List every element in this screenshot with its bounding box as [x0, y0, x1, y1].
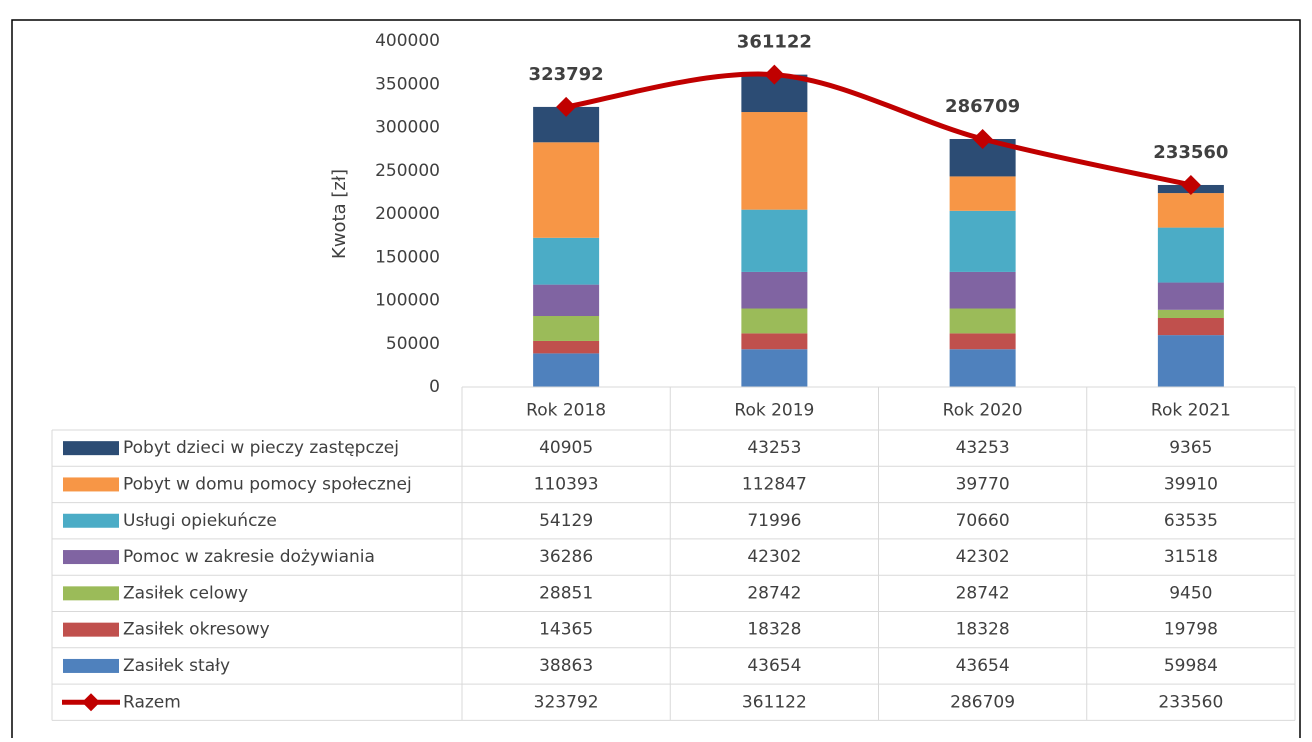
x-tick-label: Rok 2021 — [1151, 401, 1231, 421]
bar-segment — [949, 333, 1016, 350]
bar-segment — [949, 176, 1016, 211]
bar-segment — [949, 271, 1016, 309]
legend-swatch — [63, 622, 119, 637]
table-cell: 59984 — [1164, 656, 1218, 676]
table-cell: 18328 — [747, 620, 801, 640]
y-tick-label: 300000 — [375, 118, 440, 138]
y-axis-label: Kwota [zł] — [329, 169, 350, 259]
legend-label: Usługi opiekuńcze — [123, 511, 277, 531]
y-tick-label: 200000 — [375, 204, 440, 224]
legend-label: Pobyt dzieci w pieczy zastępczej — [123, 438, 399, 458]
x-tick-label: Rok 2020 — [943, 401, 1023, 421]
table-cell: 323792 — [534, 692, 599, 712]
y-tick-label: 350000 — [375, 74, 440, 94]
legend-label: Zasiłek okresowy — [123, 620, 270, 640]
table-cell: 42302 — [956, 547, 1010, 567]
table-cell: 110393 — [534, 474, 599, 494]
bar-segment — [741, 349, 808, 387]
bar-segment — [741, 209, 808, 272]
table-cell: 70660 — [956, 511, 1010, 531]
legend-label: Pomoc w zakresie dożywiania — [123, 547, 375, 567]
table-cell: 361122 — [742, 692, 807, 712]
bar-segment — [1157, 282, 1224, 310]
y-tick-label: 50000 — [386, 334, 440, 354]
legend-swatch — [63, 513, 119, 528]
line-marker — [1180, 174, 1201, 195]
table-cell: 9365 — [1169, 438, 1212, 458]
table-cell: 286709 — [950, 692, 1015, 712]
legend-swatch — [63, 477, 119, 492]
table-cell: 40905 — [539, 438, 593, 458]
line-marker — [556, 96, 577, 117]
table-cell: 233560 — [1158, 692, 1223, 712]
y-tick-label: 250000 — [375, 161, 440, 181]
data-label: 361122 — [737, 32, 812, 53]
bar-segment — [1157, 309, 1224, 318]
legend-label: Razem — [123, 692, 181, 712]
table-cell: 9450 — [1169, 583, 1212, 603]
table-cell: 28851 — [539, 583, 593, 603]
x-tick-label: Rok 2019 — [734, 401, 814, 421]
table-cell: 43654 — [956, 656, 1010, 676]
table-cell: 63535 — [1164, 511, 1218, 531]
table-cell: 28742 — [747, 583, 801, 603]
bar-segment — [533, 353, 600, 387]
legend-label: Pobyt w domu pomocy społecznej — [123, 474, 412, 494]
bar-segment — [741, 112, 808, 210]
legend-swatch — [63, 441, 119, 456]
line — [565, 71, 1192, 188]
data-label: 233560 — [1153, 142, 1228, 163]
table-cell: 43253 — [747, 438, 801, 458]
bar-segment — [533, 142, 600, 238]
table-cell: 112847 — [742, 474, 807, 494]
bar-segment — [533, 316, 600, 341]
table-cell: 19798 — [1164, 620, 1218, 640]
bar-segment — [949, 349, 1016, 387]
table-cell: 54129 — [539, 511, 593, 531]
bar-segment — [949, 210, 1016, 272]
table-cell: 39910 — [1164, 474, 1218, 494]
table-cell: 71996 — [747, 511, 801, 531]
table-cell: 18328 — [956, 620, 1010, 640]
table-cell: 43253 — [956, 438, 1010, 458]
y-tick-label: 150000 — [375, 247, 440, 267]
bar-segment — [949, 308, 1016, 334]
legend-swatch — [63, 550, 119, 565]
y-tick-label: 0 — [429, 377, 440, 397]
table-cell: 14365 — [539, 620, 593, 640]
table-cell: 38863 — [539, 656, 593, 676]
bar-segment — [1157, 335, 1224, 387]
table-cell: 42302 — [747, 547, 801, 567]
data-label: 286709 — [945, 96, 1020, 117]
chart-border — [11, 19, 1301, 742]
bar-segment — [533, 340, 600, 354]
bar-segment — [1157, 227, 1224, 283]
bar-segment — [533, 284, 600, 317]
legend-swatch — [63, 586, 119, 601]
table-cell: 43654 — [747, 656, 801, 676]
line-marker — [972, 128, 993, 149]
table-cell: 28742 — [956, 583, 1010, 603]
bar-segment — [741, 333, 808, 350]
bar-segment — [741, 308, 808, 334]
line-marker — [764, 64, 785, 85]
legend-label: Zasiłek celowy — [123, 583, 248, 603]
legend-swatch — [63, 658, 119, 673]
table-cell: 31518 — [1164, 547, 1218, 567]
legend-marker — [82, 693, 100, 712]
bar-segment — [1157, 193, 1224, 228]
table-cell: 39770 — [956, 474, 1010, 494]
bar-segment — [741, 271, 808, 309]
y-tick-label: 100000 — [375, 291, 440, 311]
data-label: 323792 — [529, 64, 604, 85]
bar-segment — [533, 237, 600, 285]
x-tick-label: Rok 2018 — [526, 401, 606, 421]
table-cell: 36286 — [539, 547, 593, 567]
bar-segment — [1157, 317, 1224, 336]
y-tick-label: 400000 — [375, 31, 440, 51]
legend-label: Zasiłek stały — [123, 656, 230, 676]
